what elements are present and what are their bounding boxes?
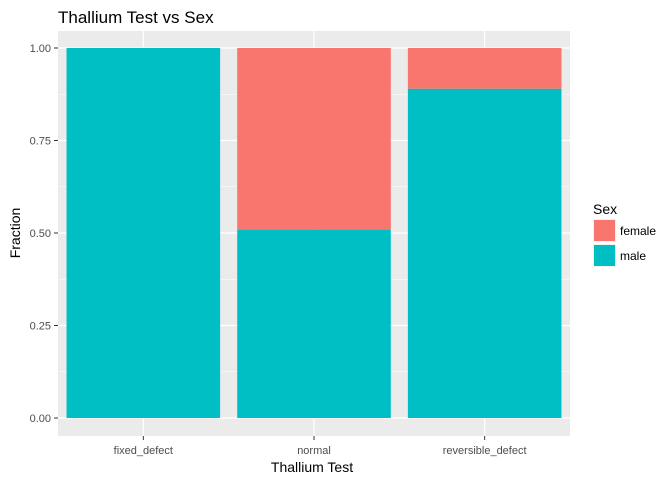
legend-title: Sex [593,201,617,217]
y-tick-label: 0.00 [30,413,51,425]
y-tick-label: 0.25 [30,321,51,333]
y-axis: 0.00 0.25 0.50 0.75 1.00 [30,43,58,425]
legend-label-male: male [620,249,646,263]
y-tick-label: 0.50 [30,228,51,240]
y-tick-label: 0.75 [30,136,51,148]
y-tick-label: 1.00 [30,43,51,55]
bar-male-fixed_defect [66,48,221,418]
bars [66,48,562,418]
legend-swatch-female [594,220,615,241]
legend: Sex female male [593,201,656,267]
x-axis-title: Thallium Test [271,459,353,475]
y-axis-title: Fraction [7,208,23,259]
legend-label-female: female [620,224,656,238]
bar-female-normal [237,48,391,230]
x-tick-label: normal [297,445,331,457]
chart-title: Thallium Test vs Sex [58,8,214,27]
bar-male-reversible_defect [407,88,562,418]
x-tick-label: fixed_defect [114,445,173,457]
x-axis: fixed_defect normal reversible_defect [114,436,527,457]
bar-male-normal [237,229,391,418]
bar-female-reversible_defect [407,48,562,89]
x-tick-label: reversible_defect [443,445,527,457]
legend-swatch-male [594,245,615,266]
